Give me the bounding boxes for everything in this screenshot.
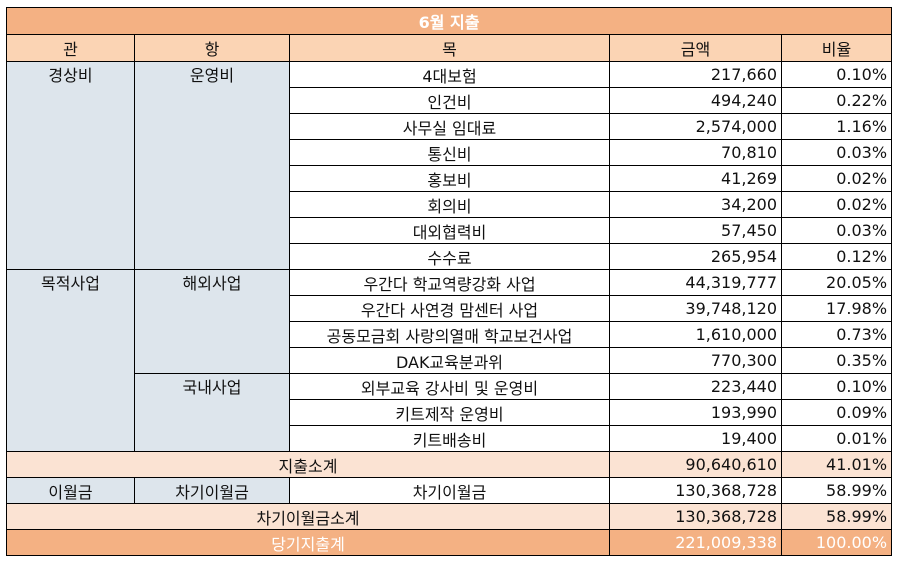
table-row: 통신비 70,810 0.03% (7, 139, 893, 166)
mok-cell: 4대보험 (289, 61, 610, 88)
carry-subtotal-row: 차기이월금소계 130,368,728 58.99% (6, 503, 893, 530)
ratio-cell: 0.10% (780, 61, 893, 88)
subtotal-ratio: 41.01% (780, 451, 893, 478)
mok-cell: 사무실 임대료 (289, 113, 610, 140)
mok-cell: 인건비 (289, 87, 610, 114)
subtotal-amount: 90,640,610 (609, 451, 782, 478)
ratio-cell: 17.98% (780, 295, 893, 322)
amount-cell: 41,269 (609, 165, 782, 192)
subtotal-row: 지출소계 90,640,610 41.01% (6, 451, 893, 478)
ratio-cell: 0.22% (780, 87, 893, 114)
mok-cell: 통신비 (289, 139, 610, 166)
mok-cell: 홍보비 (289, 165, 610, 192)
ratio-cell: 0.12% (780, 243, 893, 270)
amount-cell: 39,748,120 (609, 295, 782, 322)
ratio-cell: 0.09% (780, 399, 893, 426)
table-row: 우간다 사연경 맘센터 사업 39,748,120 17.98% (7, 295, 893, 322)
table-row: 키트제작 운영비 193,990 0.09% (7, 399, 893, 426)
mok-cell: 차기이월금 (289, 477, 610, 504)
table-row: 사무실 임대료 2,574,000 1.16% (7, 113, 893, 140)
amount-cell: 2,574,000 (609, 113, 782, 140)
ratio-cell: 0.03% (780, 217, 893, 244)
amount-cell: 217,660 (609, 61, 782, 88)
amount-cell: 193,990 (609, 399, 782, 426)
amount-cell: 57,450 (609, 217, 782, 244)
mok-cell: 공동모금회 사랑의열매 학교보건사업 (289, 321, 610, 348)
amount-cell: 44,319,777 (609, 269, 782, 296)
amount-cell: 130,368,728 (609, 477, 782, 504)
mok-cell: 외부교육 강사비 및 운영비 (289, 373, 610, 400)
ratio-cell: 0.02% (780, 165, 893, 192)
amount-cell: 494,240 (609, 87, 782, 114)
amount-cell: 19,400 (609, 425, 782, 452)
hang-cell: 운영비 (134, 61, 290, 270)
hang-cell: 해외사업 (134, 269, 290, 374)
gwan-cell: 이월금 (6, 477, 135, 504)
mok-cell: 수수료 (289, 243, 610, 270)
table-row: 홍보비 41,269 0.02% (7, 165, 893, 192)
table-row: 인건비 494,240 0.22% (7, 87, 893, 114)
carry-subtotal-amount: 130,368,728 (609, 503, 782, 530)
table-row: 목적사업 해외사업 우간다 학교역량강화 사업 44,319,777 20.05… (6, 269, 893, 452)
ratio-cell: 0.10% (780, 373, 893, 400)
table-row: 회의비 34,200 0.02% (7, 191, 893, 218)
mok-cell: 우간다 사연경 맘센터 사업 (289, 295, 610, 322)
ratio-cell: 0.73% (780, 321, 893, 348)
table-row: 수수료 265,954 0.12% (7, 243, 893, 270)
mok-cell: 대외협력비 (289, 217, 610, 244)
hang-cell: 국내사업 (134, 373, 290, 452)
carry-subtotal-ratio: 58.99% (780, 503, 893, 530)
carry-row: 이월금 차기이월금 차기이월금 130,368,728 58.99% (6, 477, 893, 504)
mok-cell: 회의비 (289, 191, 610, 218)
amount-cell: 770,300 (609, 347, 782, 374)
carry-subtotal-label: 차기이월금소계 (6, 503, 610, 530)
total-ratio: 100.00% (780, 529, 893, 556)
hang-cell: 차기이월금 (134, 477, 290, 504)
subtotal-label: 지출소계 (6, 451, 610, 478)
table-row: 키트배송비 19,400 0.01% (7, 425, 893, 452)
ratio-cell: 0.35% (780, 347, 893, 374)
gwan-cell: 목적사업 (6, 269, 135, 452)
amount-cell: 1,610,000 (609, 321, 782, 348)
table-row: 공동모금회 사랑의열매 학교보건사업 1,610,000 0.73% (7, 321, 893, 348)
header-mok: 목 (289, 34, 610, 62)
header-gwan: 관 (6, 34, 135, 62)
mok-cell: 키트제작 운영비 (289, 399, 610, 426)
header-hang: 항 (134, 34, 290, 62)
total-label: 당기지출계 (6, 529, 610, 556)
header-ratio: 비율 (780, 34, 893, 62)
ratio-cell: 20.05% (780, 269, 893, 296)
mok-cell: 키트배송비 (289, 425, 610, 452)
table-title: 6월 지출 (5, 7, 893, 35)
title-row: 6월 지출 (5, 7, 893, 35)
amount-cell: 265,954 (609, 243, 782, 270)
header-row: 관 항 목 금액 비율 (6, 34, 893, 62)
amount-cell: 70,810 (609, 139, 782, 166)
amount-cell: 223,440 (609, 373, 782, 400)
gwan-cell: 경상비 (6, 61, 135, 270)
ratio-cell: 1.16% (780, 113, 893, 140)
table-row: 경상비 운영비 4대보험 217,660 0.10% (6, 61, 893, 270)
ratio-cell: 0.01% (780, 425, 893, 452)
ratio-cell: 0.03% (780, 139, 893, 166)
header-amount: 금액 (609, 34, 782, 62)
mok-cell: 우간다 학교역량강화 사업 (289, 269, 610, 296)
total-amount: 221,009,338 (609, 529, 782, 556)
amount-cell: 34,200 (609, 191, 782, 218)
ratio-cell: 0.02% (780, 191, 893, 218)
mok-cell: DAK교육분과위 (289, 347, 610, 374)
expense-table: 6월 지출 관 항 목 금액 비율 경상비 운영비 4대보험 217,660 0… (5, 7, 893, 556)
ratio-cell: 58.99% (780, 477, 893, 504)
table-row: 국내사업 외부교육 강사비 및 운영비 223,440 0.10% (7, 373, 893, 452)
total-row: 당기지출계 221,009,338 100.00% (6, 529, 893, 556)
